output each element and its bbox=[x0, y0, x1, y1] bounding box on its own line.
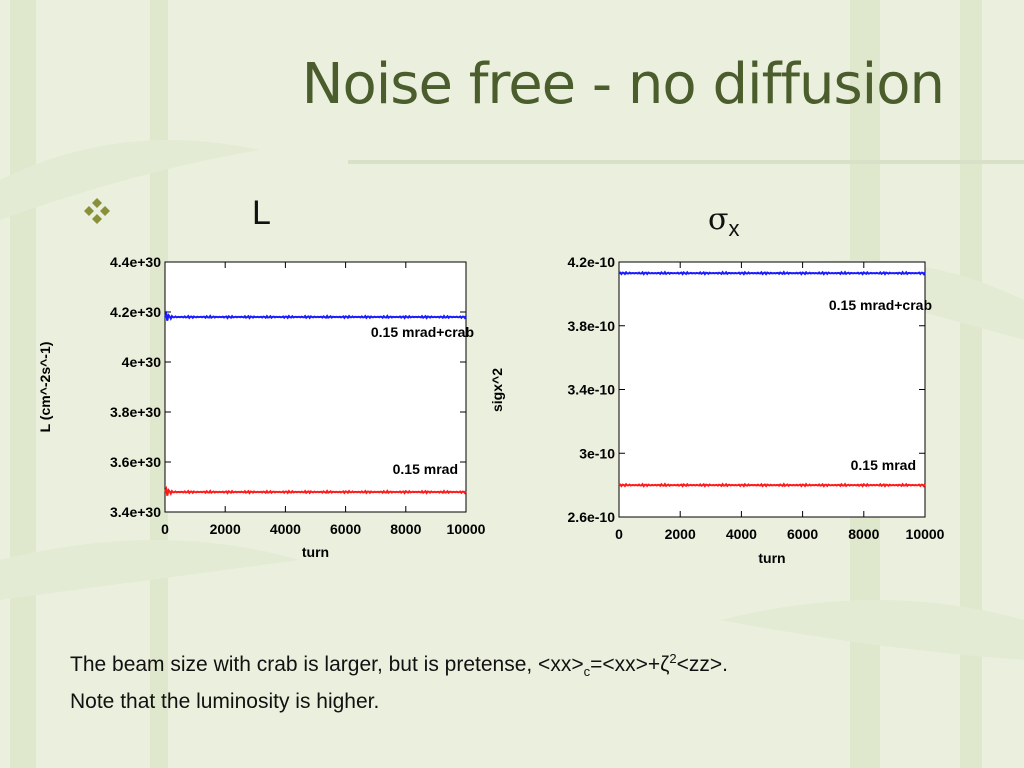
title-underline bbox=[348, 160, 1024, 164]
series-line-crab bbox=[164, 310, 467, 321]
y-tick-label: 4e+30 bbox=[122, 354, 162, 370]
series-label: 0.15 mrad bbox=[851, 457, 916, 473]
y-tick-label: 3.6e+30 bbox=[110, 454, 161, 470]
series-label: 0.15 mrad+crab bbox=[829, 297, 932, 313]
x-tick-label: 4000 bbox=[270, 521, 301, 537]
luminosity-heading: L bbox=[252, 194, 271, 232]
caption-part-a: The beam size with crab is larger, but i… bbox=[70, 653, 584, 676]
x-axis-label: turn bbox=[302, 544, 329, 560]
y-tick-label: 3.4e+30 bbox=[110, 504, 161, 520]
sigma-x-heading: σx bbox=[708, 202, 739, 242]
series-label: 0.15 mrad bbox=[393, 461, 458, 477]
x-tick-label: 6000 bbox=[330, 521, 361, 537]
series-line-no-crab bbox=[618, 482, 926, 488]
caption-part-c: <zz>. bbox=[676, 653, 729, 676]
x-tick-label: 8000 bbox=[848, 526, 879, 542]
series-label: 0.15 mrad+crab bbox=[371, 324, 474, 340]
y-tick-label: 3.8e+30 bbox=[110, 404, 161, 420]
y-tick-label: 4.4e+30 bbox=[110, 254, 161, 270]
y-tick-label: 3.4e-10 bbox=[568, 382, 616, 398]
chart-luminosity: 3.4e+30 3.6e+30 3.8e+30 4e+30 4.2e+30 4.4e+30… bbox=[37, 254, 486, 560]
x-tick-label: 2000 bbox=[665, 526, 696, 542]
plot-area bbox=[618, 261, 926, 518]
sigma-subscript: x bbox=[728, 216, 740, 241]
x-tick-label: 6000 bbox=[787, 526, 818, 542]
diamond-bullet-icon bbox=[84, 198, 110, 224]
caption-part-b: =<xx>+ζ bbox=[590, 653, 670, 676]
series-line-crab bbox=[618, 270, 926, 276]
x-tick-label: 4000 bbox=[726, 526, 757, 542]
caption-line-1: The beam size with crab is larger, but i… bbox=[70, 644, 970, 687]
x-tick-label: 10000 bbox=[447, 521, 486, 537]
x-tick-label: 10000 bbox=[906, 526, 945, 542]
y-axis-label: sigx^2 bbox=[489, 368, 505, 412]
caption-sub-c: c bbox=[583, 664, 591, 680]
caption: The beam size with crab is larger, but i… bbox=[70, 644, 970, 717]
sigma-symbol: σ bbox=[708, 202, 729, 237]
slide-title: Noise free - no diffusion bbox=[301, 52, 945, 117]
y-tick-label: 4.2e+30 bbox=[110, 304, 161, 320]
x-axis-label: turn bbox=[758, 550, 785, 566]
chart-sigx2: 2.6e-10 3e-10 3.4e-10 3.8e-10 4.2e-10 0 2000 40… bbox=[489, 254, 945, 566]
caption-line-2: Note that the luminosity is higher. bbox=[70, 690, 380, 714]
y-tick-label: 3e-10 bbox=[579, 445, 615, 461]
y-tick-label: 4.2e-10 bbox=[568, 254, 616, 270]
x-tick-label: 0 bbox=[161, 521, 169, 537]
y-tick-label: 3.8e-10 bbox=[568, 318, 616, 334]
series-line-no-crab bbox=[164, 485, 467, 496]
y-tick-label: 2.6e-10 bbox=[568, 509, 616, 525]
y-axis-label: L (cm^-2s^-1) bbox=[37, 342, 53, 433]
caption-sup-2: 2 bbox=[669, 651, 677, 666]
plot-area bbox=[164, 261, 467, 513]
x-tick-label: 0 bbox=[615, 526, 623, 542]
x-tick-label: 2000 bbox=[210, 521, 241, 537]
x-tick-label: 8000 bbox=[390, 521, 421, 537]
